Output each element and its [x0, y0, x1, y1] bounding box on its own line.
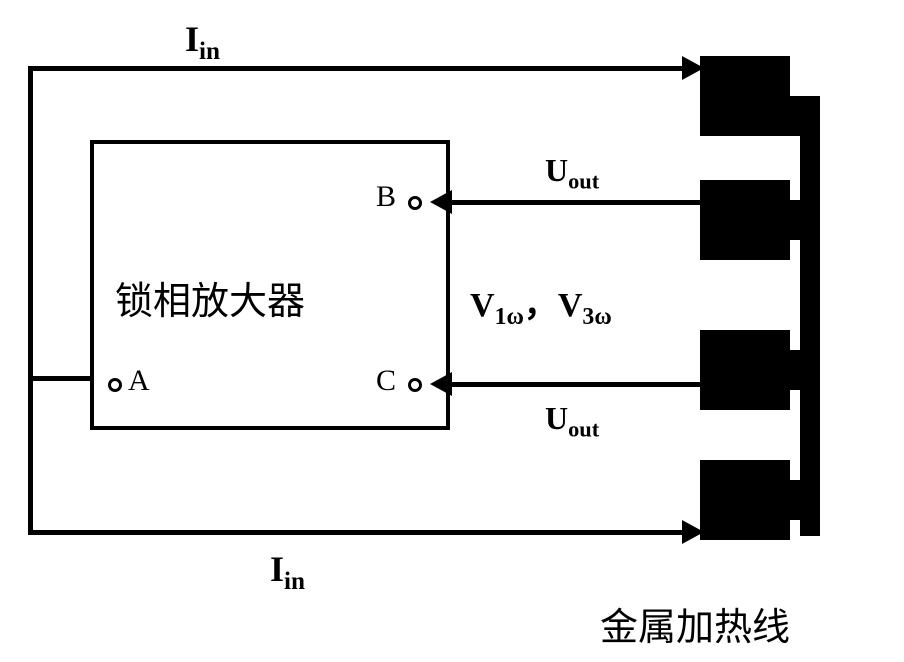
label-v1-v3: V1ω，V3ω [470, 277, 612, 331]
pad-4 [700, 460, 790, 540]
arrow-top-iin [682, 56, 704, 80]
port-a-circle [108, 378, 122, 392]
label-iin-bot: Iin [270, 548, 305, 596]
port-b-circle [408, 196, 422, 210]
heater-caption: 金属加热线 [600, 596, 790, 651]
port-a-label: A [128, 364, 150, 398]
pad-1 [700, 56, 790, 136]
heater-vertical-line [800, 96, 820, 536]
amplifier-text: 锁相放大器 [115, 281, 305, 323]
pad2-connector [788, 200, 806, 240]
label-iin-top: Iin [185, 18, 220, 66]
wire-a-connect [28, 376, 92, 381]
wire-uout-bot [448, 382, 704, 387]
wire-bot-iin-horizontal [28, 530, 690, 535]
amplifier-title: 锁相放大器 [115, 270, 305, 325]
port-b-label: B [376, 180, 396, 214]
wire-top-iin-vertical [28, 66, 33, 380]
pad1-connector [788, 96, 806, 136]
wire-top-iin-horizontal [28, 66, 690, 71]
wire-uout-top [448, 200, 704, 205]
wire-bot-iin-vertical [28, 376, 33, 535]
pad4-connector [788, 480, 806, 520]
pad3-connector [788, 350, 806, 390]
arrow-uout-top [430, 190, 452, 214]
arrow-bot-iin [682, 520, 704, 544]
pad-3 [700, 330, 790, 410]
port-c-circle [408, 378, 422, 392]
pad-2 [700, 180, 790, 260]
label-uout-top: Uout [545, 152, 599, 194]
arrow-uout-bot [430, 372, 452, 396]
label-uout-bot: Uout [545, 400, 599, 442]
port-c-label: C [376, 364, 396, 398]
